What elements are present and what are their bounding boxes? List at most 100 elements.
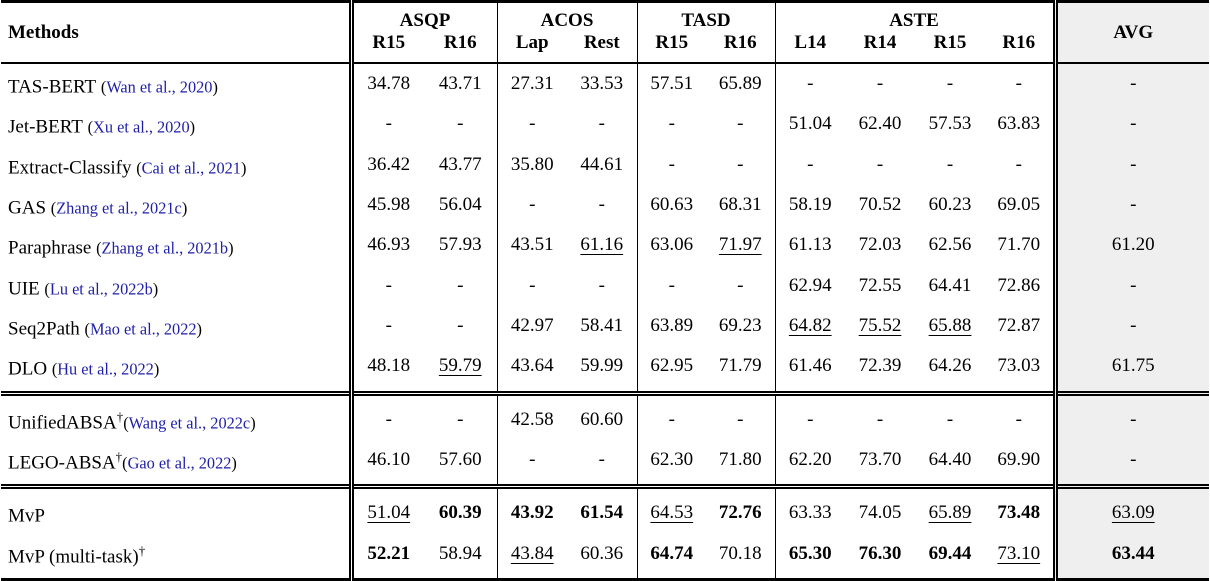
col-header-aste-l14: L14: [774, 32, 846, 64]
value-cell: -: [496, 439, 567, 487]
methods-header: Methods: [1, 1, 351, 64]
value-cell: 60.23: [928, 194, 972, 216]
method-citation[interactable]: Hu et al., 2022: [57, 359, 154, 379]
cite-close-paren: ): [231, 453, 237, 473]
value-cell: 61.16: [580, 234, 624, 256]
value-cell: 64.40: [928, 449, 972, 471]
method-citation[interactable]: Wan et al., 2020: [106, 77, 213, 97]
value-cell: 75.52: [858, 315, 902, 337]
method-citation[interactable]: Xu et al., 2020: [93, 117, 190, 137]
table-row-dlo: DLO (Hu et al., 2022) 48.18 59.79 43.64 …: [1, 346, 1209, 394]
value-cell: 42.97: [496, 305, 567, 347]
method-cell: UnifiedABSA†(Wang et al., 2022c): [1, 390, 351, 440]
col-header-aste-r15: R15: [915, 32, 986, 64]
value-cell: 43.77: [438, 153, 482, 175]
value-cell: 72.55: [858, 274, 902, 296]
value-cell: 72.86: [997, 274, 1041, 296]
value-cell: 60.39: [424, 484, 497, 534]
value-cell: -: [876, 153, 884, 175]
value-cell: -: [348, 305, 424, 347]
value-cell: 43.71: [438, 73, 482, 95]
method-citation[interactable]: Zhang et al., 2021b: [101, 238, 229, 258]
table-row-mvp: MvP 51.04 60.39 43.92 61.54 64.53 72.76 …: [1, 484, 1209, 534]
value-cell: -: [598, 113, 605, 135]
value-cell: 71.79: [718, 355, 762, 377]
value-cell: 46.10: [348, 439, 424, 487]
value-cell: 61.13: [774, 225, 846, 266]
table-row-paraphrase: Paraphrase (Zhang et al., 2021b) 46.93 5…: [1, 225, 1209, 266]
value-cell: -: [1015, 153, 1022, 175]
method-citation[interactable]: Mao et al., 2022: [89, 319, 197, 339]
value-cell: -: [845, 390, 916, 440]
method-name: Jet-BERT: [8, 116, 83, 138]
value-cell: 60.60: [567, 390, 638, 440]
value-cell: 45.98: [348, 184, 424, 226]
value-cell: 64.53: [636, 484, 707, 534]
value-cell: 73.70: [858, 449, 902, 471]
value-cell: 58.94: [438, 542, 482, 564]
method-citation[interactable]: Gao et al., 2022: [127, 453, 232, 473]
cite-close-paren: ): [153, 359, 160, 379]
table-row-extract-classify: Extract-Classify (Cai et al., 2021) 36.4…: [1, 144, 1209, 185]
method-name: UIE: [8, 277, 40, 299]
value-cell: 70.52: [858, 194, 902, 216]
value-cell: 33.53: [580, 73, 624, 95]
value-cell: 69.90: [997, 449, 1041, 471]
value-cell-avg: -: [1052, 265, 1209, 306]
group-header-acos: ACOS: [496, 1, 638, 32]
method-name: Extract-Classify: [8, 156, 132, 178]
value-cell: 59.99: [580, 355, 624, 377]
method-citation[interactable]: Zhang et al., 2021c: [56, 198, 182, 218]
cite-close-paren: ): [240, 157, 247, 177]
value-cell-avg: 63.44: [1052, 533, 1209, 580]
cite-close-paren: ): [189, 117, 196, 137]
method-name: UnifiedABSA: [8, 411, 117, 433]
value-cell-avg: -: [1052, 184, 1209, 226]
cite-open-paren: (: [84, 319, 90, 339]
method-citation[interactable]: Wang et al., 2022c: [128, 412, 251, 432]
table-row-uie: UIE (Lu et al., 2022b) - - - - - - 62.94…: [1, 265, 1209, 306]
value-cell: 65.88: [928, 315, 972, 337]
cite-open-paren: (: [100, 77, 107, 97]
col-header-asqp-r15: R15: [348, 32, 424, 64]
method-name: LEGO-ABSA: [8, 452, 116, 474]
value-cell: 52.21: [348, 533, 424, 580]
value-cell: 72.76: [706, 484, 776, 534]
value-cell: 60.63: [636, 184, 707, 226]
value-cell: -: [496, 104, 567, 145]
value-cell: -: [496, 184, 567, 226]
value-cell: 73.03: [997, 355, 1041, 377]
method-cell: Seq2Path (Mao et al., 2022): [1, 306, 351, 346]
value-cell-avg: -: [1052, 104, 1209, 145]
value-cell: 60.36: [580, 542, 624, 564]
value-cell-avg: -: [1052, 144, 1209, 185]
method-citation[interactable]: Lu et al., 2022b: [49, 278, 153, 298]
value-cell: 57.51: [636, 63, 707, 105]
value-cell: -: [636, 265, 707, 306]
value-cell: -: [876, 73, 884, 95]
table-body: TAS-BERT (Wan et al., 2020) 34.78 43.71 …: [1, 63, 1209, 580]
value-cell: 61.54: [567, 484, 638, 534]
col-header-tasd-r15: R15: [636, 32, 707, 64]
method-cell: MvP: [1, 484, 351, 534]
value-cell: 73.10: [997, 542, 1041, 564]
value-cell: -: [348, 390, 424, 440]
group-header-aste: ASTE: [774, 1, 1056, 32]
value-cell-avg: -: [1052, 439, 1209, 487]
value-cell: -: [946, 153, 954, 175]
value-cell: 58.19: [774, 184, 846, 226]
col-header-asqp-r16: R16: [424, 32, 497, 64]
value-cell-avg: 63.09: [1052, 484, 1209, 534]
value-cell: 36.42: [348, 144, 424, 185]
value-cell: -: [457, 274, 464, 296]
value-cell: 65.89: [915, 484, 986, 534]
col-header-acos-rest: Rest: [567, 32, 638, 64]
value-cell: 69.44: [928, 542, 972, 564]
value-cell: 43.84: [496, 533, 567, 580]
method-citation[interactable]: Cai et al., 2021: [141, 157, 241, 177]
cite-open-paren: (: [122, 453, 128, 473]
value-cell: 72.87: [997, 315, 1041, 337]
cite-open-paren: (: [123, 412, 129, 432]
group-header-tasd: TASD: [636, 1, 776, 32]
